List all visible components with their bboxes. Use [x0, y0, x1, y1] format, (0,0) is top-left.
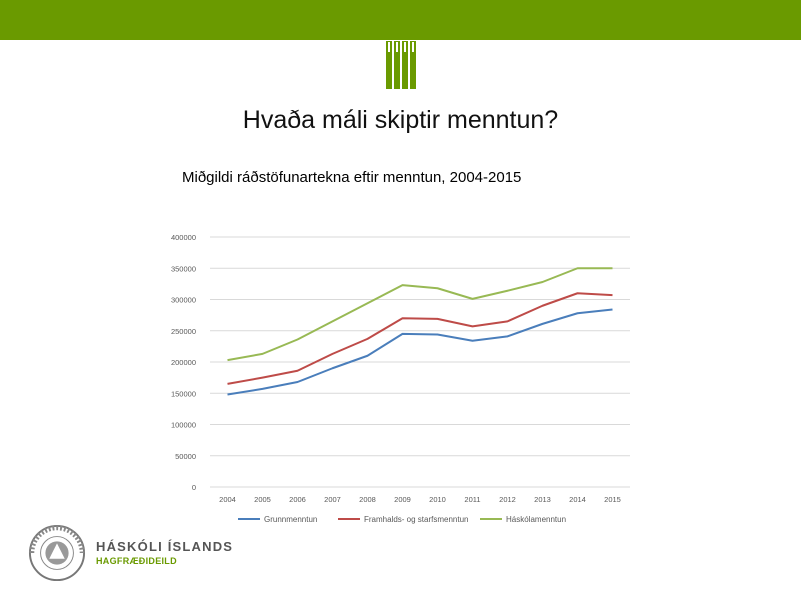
line-chart: 0 50000 100000 150000 200000 250000 300000 3500…: [171, 233, 630, 524]
x-tick-label: 2012: [499, 495, 516, 504]
y-tick-label: 100000: [171, 421, 196, 430]
page-title: Hvaða máli skiptir menntun?: [242, 106, 559, 134]
legend-label: Framhalds- og starfsmenntun: [364, 515, 469, 524]
x-tick-label: 2011: [464, 495, 480, 504]
legend-label: Háskólamenntun: [506, 515, 566, 524]
y-tick-label: 0: [192, 483, 196, 492]
y-tick-label: 150000: [171, 389, 196, 398]
x-tick-label: 2006: [289, 495, 306, 504]
university-seal-icon: [28, 524, 86, 582]
series-line-3: [227, 267, 613, 362]
x-tick-label: 2005: [254, 495, 271, 504]
y-tick-label: 50000: [175, 452, 196, 461]
x-tick-label: 2015: [604, 495, 621, 504]
y-tick-label: 200000: [171, 358, 196, 367]
x-tick-label: 2014: [569, 495, 586, 504]
y-tick-label: 300000: [171, 296, 196, 305]
department-name: HAGFRÆÐIDEILD: [96, 556, 177, 566]
x-tick-label: 2007: [324, 495, 341, 504]
x-tick-label: 2004: [219, 495, 236, 504]
pillars-icon: [360, 24, 448, 89]
x-tick-label: 2008: [359, 495, 376, 504]
x-tick-label: 2009: [394, 495, 411, 504]
series-line-2: [227, 292, 613, 385]
series-line-1: [227, 308, 613, 396]
chart-title: Miðgildi ráðstöfunartekna eftir menntun,…: [182, 169, 522, 186]
university-name: HÁSKÓLI ÍSLANDS: [96, 539, 234, 554]
y-tick-label: 350000: [171, 264, 196, 273]
header-bar: [0, 0, 801, 40]
legend-label: Grunnmenntun: [264, 515, 317, 524]
x-tick-label: 2013: [534, 495, 551, 504]
y-tick-label: 250000: [171, 327, 196, 336]
y-tick-label: 400000: [171, 233, 196, 242]
x-tick-label: 2010: [429, 495, 446, 504]
